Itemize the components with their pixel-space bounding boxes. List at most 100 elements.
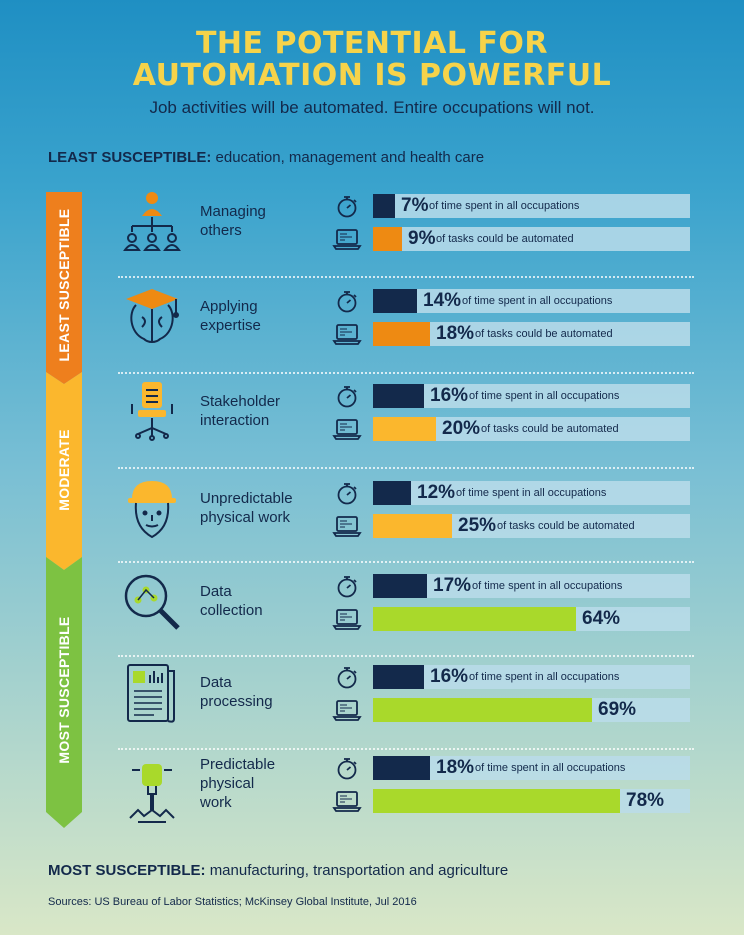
stopwatch-icon: [332, 289, 362, 313]
activity-label: Stakeholder interaction: [200, 393, 281, 429]
tasks-bar-track: 25% of tasks could be automated: [373, 514, 690, 538]
laptop-icon: [332, 607, 362, 631]
stopwatch-icon: [332, 194, 362, 218]
time-percent-label: 12%: [417, 482, 456, 503]
tasks-bar-track: 18% of tasks could be automated: [373, 322, 690, 346]
row-divider: [118, 655, 694, 657]
tasks-percent-label: 9%: [408, 228, 436, 249]
stopwatch-icon: [332, 574, 362, 598]
tasks-bar: [373, 227, 402, 251]
activity-label: Unpredictable physical work: [200, 490, 293, 526]
time-percent-label: 16%: [430, 666, 469, 687]
time-percent-label: 16%: [430, 385, 469, 406]
tasks-caption: of tasks could be automated: [475, 328, 613, 340]
activity-label: Data collection: [200, 583, 263, 619]
tasks-bar-track: 69%: [373, 698, 690, 722]
tasks-bar-track: 78%: [373, 789, 690, 813]
row-divider: [118, 561, 694, 563]
time-caption: of time spent in all occupations: [469, 390, 620, 402]
laptop-icon: [332, 698, 362, 722]
time-percent-label: 7%: [401, 195, 429, 216]
document-chart-icon: [118, 659, 186, 727]
activity-row: Predictable physical work 18% of time spent …: [0, 752, 744, 842]
time-caption: of time spent in all occupations: [462, 295, 613, 307]
stopwatch-icon: [332, 384, 362, 408]
row-divider: [118, 748, 694, 750]
hardhat-worker-icon: [118, 475, 186, 543]
time-bar: [373, 756, 430, 780]
most-susceptible-heading: MOST SUSCEPTIBLE: manufacturing, transpo…: [48, 862, 508, 879]
laptop-icon: [332, 227, 362, 251]
tasks-percent-label: 25%: [458, 515, 497, 536]
time-percent-label: 14%: [423, 290, 462, 311]
time-bar: [373, 194, 395, 218]
laptop-icon: [332, 789, 362, 813]
tasks-bar: [373, 514, 452, 538]
activity-row: Unpredictable physical work 12% of time spe…: [0, 477, 744, 567]
laptop-icon: [332, 322, 362, 346]
time-bar-track: 14% of time spent in all occupations: [373, 289, 690, 313]
tasks-bar: [373, 417, 436, 441]
activity-row: Data collection 17% of time spent in all oc…: [0, 570, 744, 660]
time-bar: [373, 481, 411, 505]
time-caption: of time spent in all occupations: [429, 200, 580, 212]
tasks-bar: [373, 698, 592, 722]
time-percent-label: 18%: [436, 757, 475, 778]
sources-note: Sources: US Bureau of Labor Statistics; …: [48, 896, 417, 908]
scale-segment-least: [46, 192, 82, 384]
tasks-caption: of tasks could be automated: [436, 233, 574, 245]
stopwatch-icon: [332, 665, 362, 689]
least-susceptible-heading: LEAST SUSCEPTIBLE: education, management…: [48, 149, 484, 166]
scale-segment-most: [46, 557, 82, 828]
time-bar-track: 7% of time spent in all occupations: [373, 194, 690, 218]
activity-row: Managing others 7% of time spent in all occ…: [0, 190, 744, 280]
tasks-percent-label: 20%: [442, 418, 481, 439]
time-caption: of time spent in all occupations: [472, 580, 623, 592]
tasks-percent-label: 78%: [626, 790, 665, 811]
susceptibility-scale-arrow: [46, 192, 82, 828]
tasks-bar: [373, 322, 430, 346]
row-divider: [118, 467, 694, 469]
tasks-percent-label: 18%: [436, 323, 475, 344]
least-heading-rest: education, management and health care: [215, 149, 485, 166]
manager-icon: [118, 188, 186, 256]
scale-segment-moderate: [46, 372, 82, 570]
time-bar: [373, 574, 427, 598]
time-caption: of time spent in all occupations: [475, 762, 626, 774]
tasks-percent-label: 69%: [598, 699, 637, 720]
title-line-2: AUTOMATION IS POWERFUL: [132, 58, 612, 93]
tasks-bar: [373, 789, 620, 813]
row-divider: [118, 276, 694, 278]
tasks-bar-track: 64%: [373, 607, 690, 631]
time-bar-track: 17% of time spent in all occupations: [373, 574, 690, 598]
chair-icon: [118, 378, 186, 446]
jackhammer-icon: [118, 760, 186, 828]
most-heading-bold: MOST SUSCEPTIBLE:: [48, 862, 206, 879]
time-bar-track: 16% of time spent in all occupations: [373, 665, 690, 689]
least-heading-bold: LEAST SUSCEPTIBLE:: [48, 149, 212, 166]
tasks-caption: of tasks could be automated: [497, 520, 635, 532]
laptop-icon: [332, 514, 362, 538]
time-bar-track: 18% of time spent in all occupations: [373, 756, 690, 780]
tasks-bar-track: 20% of tasks could be automated: [373, 417, 690, 441]
magnifier-data-icon: [118, 568, 186, 636]
activity-label: Applying expertise: [200, 298, 261, 334]
stopwatch-icon: [332, 481, 362, 505]
stopwatch-icon: [332, 756, 362, 780]
tasks-caption: of tasks could be automated: [481, 423, 619, 435]
most-heading-rest: manufacturing, transportation and agricu…: [209, 862, 509, 879]
time-bar: [373, 665, 424, 689]
time-bar-track: 16% of time spent in all occupations: [373, 384, 690, 408]
time-caption: of time spent in all occupations: [456, 487, 607, 499]
tasks-bar-track: 9% of tasks could be automated: [373, 227, 690, 251]
activity-label: Managing others: [200, 203, 266, 239]
time-bar-track: 12% of time spent in all occupations: [373, 481, 690, 505]
graduate-brain-icon: [118, 283, 186, 351]
activity-row: Stakeholder interaction 16% of time spent i…: [0, 380, 744, 470]
tasks-bar: [373, 607, 576, 631]
tasks-percent-label: 64%: [582, 608, 621, 629]
activity-row: Data processing 16% of time spent in all oc…: [0, 661, 744, 751]
time-bar: [373, 384, 424, 408]
laptop-icon: [332, 417, 362, 441]
time-bar: [373, 289, 417, 313]
